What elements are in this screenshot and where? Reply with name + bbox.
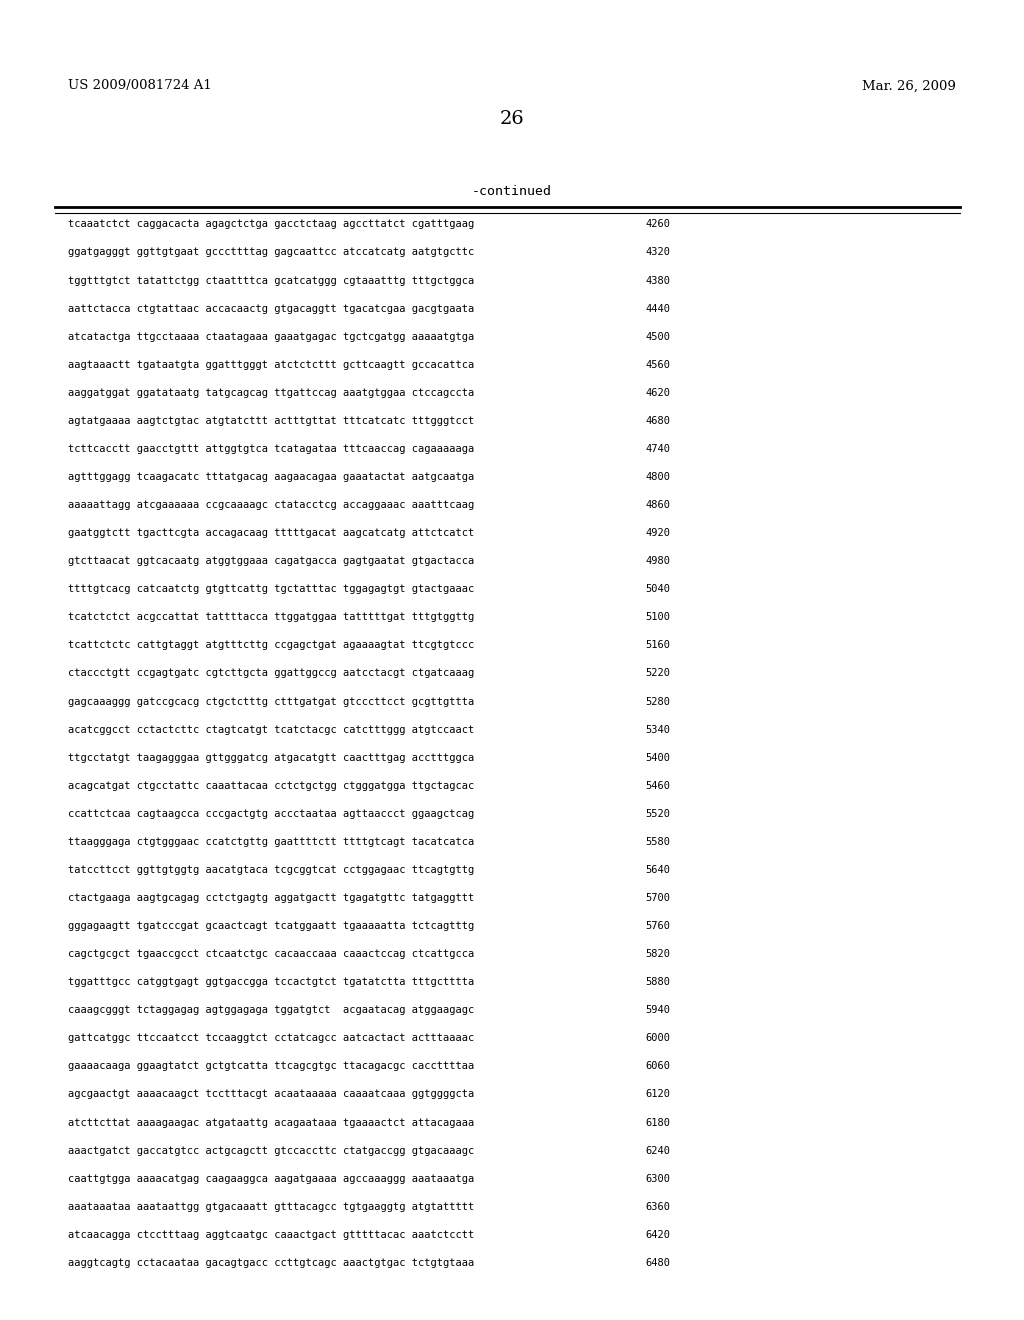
Text: tatccttcct ggttgtggtg aacatgtaca tcgcggtcat cctggagaac ttcagtgttg: tatccttcct ggttgtggtg aacatgtaca tcgcggt… bbox=[68, 865, 474, 875]
Text: aaataaataa aaataattgg gtgacaaatt gtttacagcc tgtgaaggtg atgtattttt: aaataaataa aaataattgg gtgacaaatt gtttaca… bbox=[68, 1201, 474, 1212]
Text: tggtttgtct tatattctgg ctaattttca gcatcatggg cgtaaatttg tttgctggca: tggtttgtct tatattctgg ctaattttca gcatcat… bbox=[68, 276, 474, 285]
Text: tcatctctct acgccattat tattttacca ttggatggaa tatttttgat tttgtggttg: tcatctctct acgccattat tattttacca ttggatg… bbox=[68, 612, 474, 622]
Text: 6060: 6060 bbox=[645, 1061, 670, 1072]
Text: 5700: 5700 bbox=[645, 894, 670, 903]
Text: aagtaaactt tgataatgta ggatttgggt atctctcttt gcttcaagtt gccacattca: aagtaaactt tgataatgta ggatttgggt atctctc… bbox=[68, 360, 474, 370]
Text: 5520: 5520 bbox=[645, 809, 670, 818]
Text: ccattctcaa cagtaagcca cccgactgtg accctaataa agttaaccct ggaagctcag: ccattctcaa cagtaagcca cccgactgtg accctaa… bbox=[68, 809, 474, 818]
Text: 6000: 6000 bbox=[645, 1034, 670, 1043]
Text: 4680: 4680 bbox=[645, 416, 670, 426]
Text: ttttgtcacg catcaatctg gtgttcattg tgctatttac tggagagtgt gtactgaaac: ttttgtcacg catcaatctg gtgttcattg tgctatt… bbox=[68, 585, 474, 594]
Text: acatcggcct cctactcttc ctagtcatgt tcatctacgc catctttggg atgtccaact: acatcggcct cctactcttc ctagtcatgt tcatcta… bbox=[68, 725, 474, 735]
Text: 4740: 4740 bbox=[645, 444, 670, 454]
Text: aaggatggat ggatataatg tatgcagcag ttgattccag aaatgtggaa ctccagccta: aaggatggat ggatataatg tatgcagcag ttgattc… bbox=[68, 388, 474, 397]
Text: 6240: 6240 bbox=[645, 1146, 670, 1155]
Text: 6120: 6120 bbox=[645, 1089, 670, 1100]
Text: 4320: 4320 bbox=[645, 247, 670, 257]
Text: atcttcttat aaaagaagac atgataattg acagaataaa tgaaaactct attacagaaa: atcttcttat aaaagaagac atgataattg acagaat… bbox=[68, 1118, 474, 1127]
Text: 4620: 4620 bbox=[645, 388, 670, 397]
Text: gaaaacaaga ggaagtatct gctgtcatta ttcagcgtgc ttacagacgc caccttttaa: gaaaacaaga ggaagtatct gctgtcatta ttcagcg… bbox=[68, 1061, 474, 1072]
Text: aaggtcagtg cctacaataa gacagtgacc ccttgtcagc aaactgtgac tctgtgtaaa: aaggtcagtg cctacaataa gacagtgacc ccttgtc… bbox=[68, 1258, 474, 1269]
Text: 4440: 4440 bbox=[645, 304, 670, 314]
Text: 5880: 5880 bbox=[645, 977, 670, 987]
Text: Mar. 26, 2009: Mar. 26, 2009 bbox=[862, 79, 956, 92]
Text: gaatggtctt tgacttcgta accagacaag tttttgacat aagcatcatg attctcatct: gaatggtctt tgacttcgta accagacaag tttttga… bbox=[68, 528, 474, 539]
Text: 5820: 5820 bbox=[645, 949, 670, 960]
Text: 6360: 6360 bbox=[645, 1201, 670, 1212]
Text: caaagcgggt tctaggagag agtggagaga tggatgtct  acgaatacag atggaagagc: caaagcgggt tctaggagag agtggagaga tggatgt… bbox=[68, 1006, 474, 1015]
Text: gtcttaacat ggtcacaatg atggtggaaa cagatgacca gagtgaatat gtgactacca: gtcttaacat ggtcacaatg atggtggaaa cagatga… bbox=[68, 556, 474, 566]
Text: 5760: 5760 bbox=[645, 921, 670, 931]
Text: gagcaaaggg gatccgcacg ctgctctttg ctttgatgat gtcccttcct gcgttgttta: gagcaaaggg gatccgcacg ctgctctttg ctttgat… bbox=[68, 697, 474, 706]
Text: agtatgaaaa aagtctgtac atgtatcttt actttgttat tttcatcatc tttgggtcct: agtatgaaaa aagtctgtac atgtatcttt actttgt… bbox=[68, 416, 474, 426]
Text: 4860: 4860 bbox=[645, 500, 670, 510]
Text: 5040: 5040 bbox=[645, 585, 670, 594]
Text: 4980: 4980 bbox=[645, 556, 670, 566]
Text: ctactgaaga aagtgcagag cctctgagtg aggatgactt tgagatgttc tatgaggttt: ctactgaaga aagtgcagag cctctgagtg aggatga… bbox=[68, 894, 474, 903]
Text: 6420: 6420 bbox=[645, 1230, 670, 1239]
Text: 4920: 4920 bbox=[645, 528, 670, 539]
Text: aaactgatct gaccatgtcc actgcagctt gtccaccttc ctatgaccgg gtgacaaagc: aaactgatct gaccatgtcc actgcagctt gtccacc… bbox=[68, 1146, 474, 1155]
Text: tcattctctc cattgtaggt atgtttcttg ccgagctgat agaaaagtat ttcgtgtccc: tcattctctc cattgtaggt atgtttcttg ccgagct… bbox=[68, 640, 474, 651]
Text: ggatgagggt ggttgtgaat gcccttttag gagcaattcc atccatcatg aatgtgcttc: ggatgagggt ggttgtgaat gcccttttag gagcaat… bbox=[68, 247, 474, 257]
Text: ctaccctgtt ccgagtgatc cgtcttgcta ggattggccg aatcctacgt ctgatcaaag: ctaccctgtt ccgagtgatc cgtcttgcta ggattgg… bbox=[68, 668, 474, 678]
Text: 5460: 5460 bbox=[645, 780, 670, 791]
Text: -continued: -continued bbox=[472, 185, 552, 198]
Text: atcaacagga ctcctttaag aggtcaatgc caaactgact gtttttacac aaatctcctt: atcaacagga ctcctttaag aggtcaatgc caaactg… bbox=[68, 1230, 474, 1239]
Text: 5280: 5280 bbox=[645, 697, 670, 706]
Text: gggagaagtt tgatcccgat gcaactcagt tcatggaatt tgaaaaatta tctcagtttg: gggagaagtt tgatcccgat gcaactcagt tcatgga… bbox=[68, 921, 474, 931]
Text: 5400: 5400 bbox=[645, 752, 670, 763]
Text: tcttcacctt gaacctgttt attggtgtca tcatagataa tttcaaccag cagaaaaaga: tcttcacctt gaacctgttt attggtgtca tcataga… bbox=[68, 444, 474, 454]
Text: 4260: 4260 bbox=[645, 219, 670, 230]
Text: 5220: 5220 bbox=[645, 668, 670, 678]
Text: 5340: 5340 bbox=[645, 725, 670, 735]
Text: 26: 26 bbox=[500, 110, 524, 128]
Text: 6180: 6180 bbox=[645, 1118, 670, 1127]
Text: 5640: 5640 bbox=[645, 865, 670, 875]
Text: 4560: 4560 bbox=[645, 360, 670, 370]
Text: 4800: 4800 bbox=[645, 473, 670, 482]
Text: agcgaactgt aaaacaagct tcctttacgt acaataaaaa caaaatcaaa ggtggggcta: agcgaactgt aaaacaagct tcctttacgt acaataa… bbox=[68, 1089, 474, 1100]
Text: cagctgcgct tgaaccgcct ctcaatctgc cacaaccaaa caaactccag ctcattgcca: cagctgcgct tgaaccgcct ctcaatctgc cacaacc… bbox=[68, 949, 474, 960]
Text: gattcatggc ttccaatcct tccaaggtct cctatcagcc aatcactact actttaaaac: gattcatggc ttccaatcct tccaaggtct cctatca… bbox=[68, 1034, 474, 1043]
Text: aaaaattagg atcgaaaaaa ccgcaaaagc ctatacctcg accaggaaac aaatttcaag: aaaaattagg atcgaaaaaa ccgcaaaagc ctatacc… bbox=[68, 500, 474, 510]
Text: ttaagggaga ctgtgggaac ccatctgttg gaattttctt ttttgtcagt tacatcatca: ttaagggaga ctgtgggaac ccatctgttg gaatttt… bbox=[68, 837, 474, 847]
Text: US 2009/0081724 A1: US 2009/0081724 A1 bbox=[68, 79, 212, 92]
Text: 5940: 5940 bbox=[645, 1006, 670, 1015]
Text: tggatttgcc catggtgagt ggtgaccgga tccactgtct tgatatctta tttgctttta: tggatttgcc catggtgagt ggtgaccgga tccactg… bbox=[68, 977, 474, 987]
Text: ttgcctatgt taagagggaa gttgggatcg atgacatgtt caactttgag acctttggca: ttgcctatgt taagagggaa gttgggatcg atgacat… bbox=[68, 752, 474, 763]
Text: agtttggagg tcaagacatc tttatgacag aagaacagaa gaaatactat aatgcaatga: agtttggagg tcaagacatc tttatgacag aagaaca… bbox=[68, 473, 474, 482]
Text: 5100: 5100 bbox=[645, 612, 670, 622]
Text: acagcatgat ctgcctattc caaattacaa cctctgctgg ctgggatgga ttgctagcac: acagcatgat ctgcctattc caaattacaa cctctgc… bbox=[68, 780, 474, 791]
Text: tcaaatctct caggacacta agagctctga gacctctaag agccttatct cgatttgaag: tcaaatctct caggacacta agagctctga gacctct… bbox=[68, 219, 474, 230]
Text: 5580: 5580 bbox=[645, 837, 670, 847]
Text: caattgtgga aaaacatgag caagaaggca aagatgaaaa agccaaaggg aaataaatga: caattgtgga aaaacatgag caagaaggca aagatga… bbox=[68, 1173, 474, 1184]
Text: 4500: 4500 bbox=[645, 331, 670, 342]
Text: 6300: 6300 bbox=[645, 1173, 670, 1184]
Text: 6480: 6480 bbox=[645, 1258, 670, 1269]
Text: atcatactga ttgcctaaaa ctaatagaaa gaaatgagac tgctcgatgg aaaaatgtga: atcatactga ttgcctaaaa ctaatagaaa gaaatga… bbox=[68, 331, 474, 342]
Text: 4380: 4380 bbox=[645, 276, 670, 285]
Text: 5160: 5160 bbox=[645, 640, 670, 651]
Text: aattctacca ctgtattaac accacaactg gtgacaggtt tgacatcgaa gacgtgaata: aattctacca ctgtattaac accacaactg gtgacag… bbox=[68, 304, 474, 314]
